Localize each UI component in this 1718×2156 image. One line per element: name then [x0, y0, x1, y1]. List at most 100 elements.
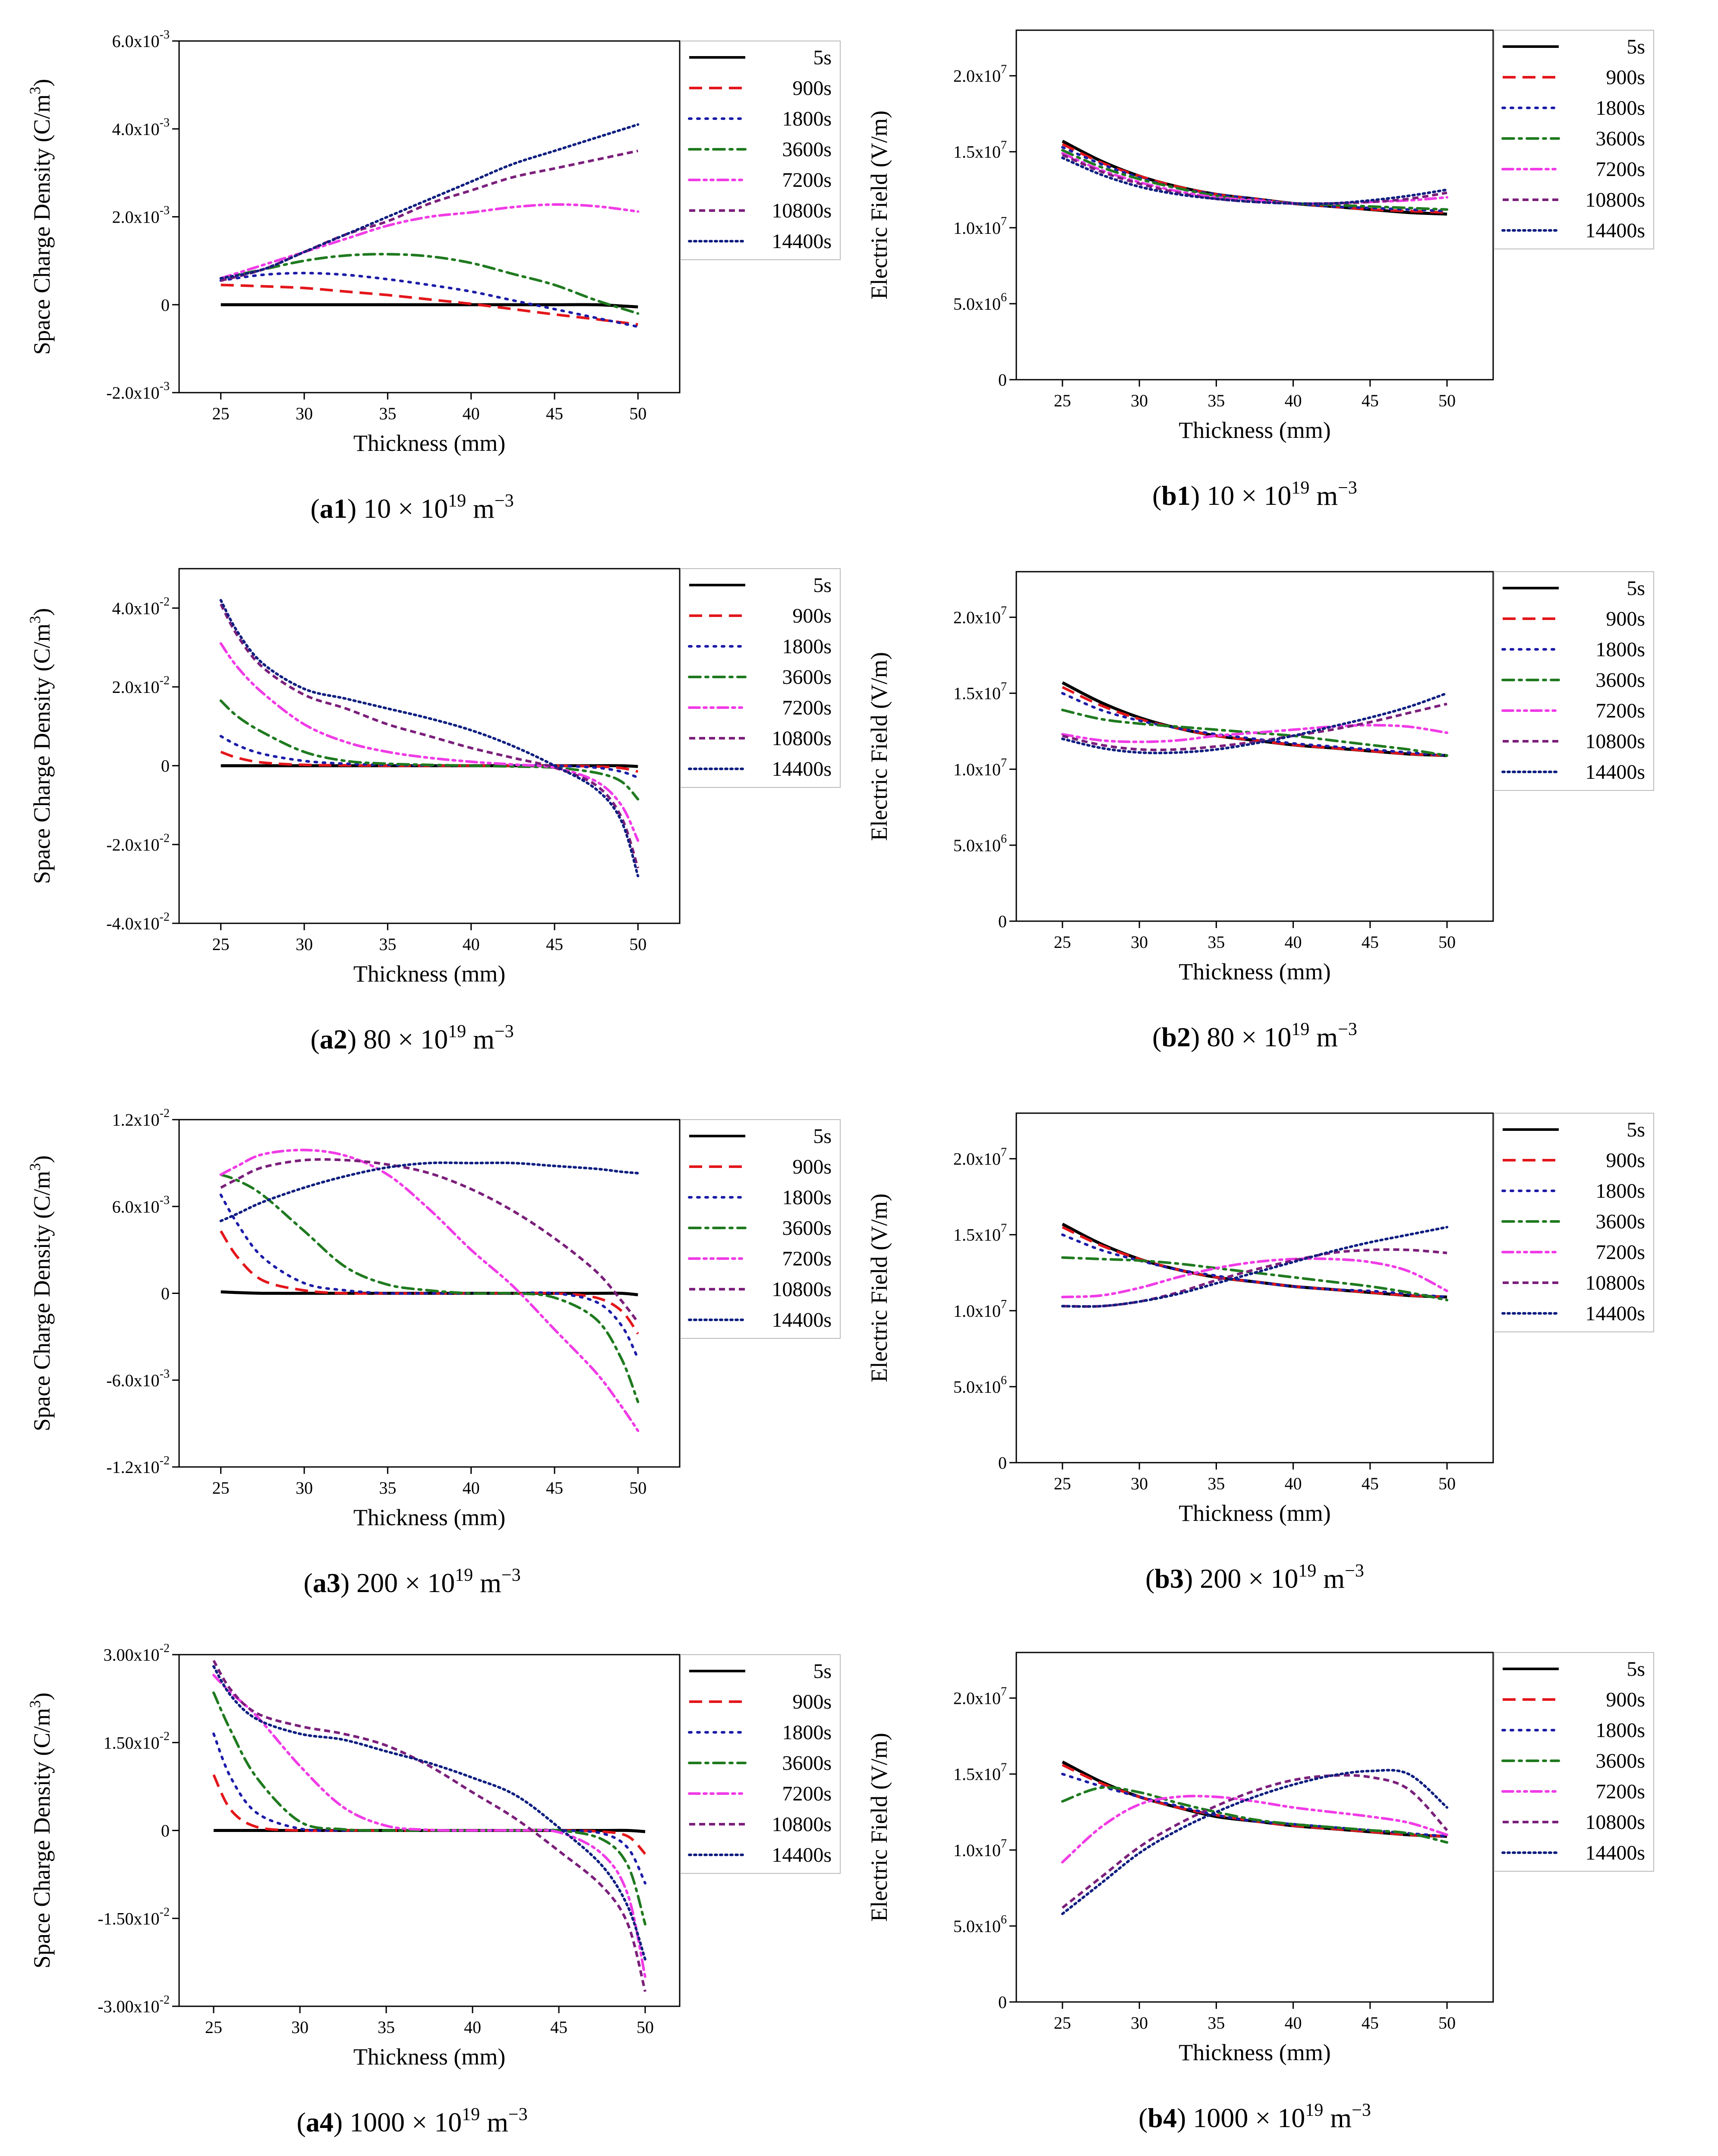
- legend-label-10800s: 10800s: [1585, 730, 1645, 753]
- y-tick-label: 1.0x107: [953, 756, 1007, 779]
- x-tick-label: 50: [1438, 391, 1456, 410]
- y-tick-label: -4.0x10-2: [106, 910, 170, 933]
- legend-label-14400s: 14400s: [772, 230, 832, 253]
- x-tick-label: 30: [291, 2018, 309, 2037]
- legend-label-10800s: 10800s: [772, 1278, 832, 1301]
- panel-caption-a3: (a3) 200 × 1019 m−3: [303, 1565, 520, 1598]
- series-line-10800s: [220, 603, 640, 869]
- plot-frame: [178, 568, 681, 924]
- x-axis-title: Thickness (mm): [1179, 417, 1330, 443]
- plot-frame: [1015, 1112, 1494, 1464]
- y-axis-title: Space Charge Density (C/m3): [26, 1693, 55, 1968]
- legend-label-14400s: 14400s: [1585, 219, 1645, 242]
- legend-label-7200s: 7200s: [1595, 1780, 1645, 1803]
- y-tick-label: 0: [998, 1453, 1007, 1473]
- panel-caption-a1: (a1) 10 × 1019 m−3: [310, 491, 514, 524]
- x-tick-label: 40: [463, 404, 480, 423]
- series-line-10800s: [220, 1158, 639, 1323]
- legend-label-900s: 900s: [1606, 66, 1645, 89]
- x-tick-label: 45: [546, 404, 563, 423]
- legend-label-7200s: 7200s: [782, 169, 832, 192]
- x-tick-label: 30: [296, 404, 313, 423]
- y-tick-label: 1.50x10-2: [104, 1730, 170, 1753]
- x-tick-label: 35: [1207, 391, 1225, 410]
- x-tick-label: 30: [1131, 1474, 1148, 1493]
- y-tick-label: 5.0x106: [953, 832, 1007, 855]
- series-line-1800s: [219, 1193, 640, 1360]
- y-tick-label: 0: [161, 1821, 170, 1841]
- legend-label-3600s: 3600s: [782, 1217, 832, 1240]
- x-tick-label: 50: [629, 404, 646, 423]
- y-axis-title: Space Charge Density (C/m3): [26, 79, 55, 355]
- legend-label-900s: 900s: [792, 604, 832, 627]
- panel-b1: 25 30 35 40 45 50 0 5.0x106 1.0x107 1.5x107 2.0x10…: [866, 29, 1654, 511]
- legend-label-5s: 5s: [813, 46, 832, 69]
- series-group: [219, 1149, 640, 1432]
- y-tick-label: 0: [998, 1992, 1007, 2012]
- y-tick-label: 1.5x107: [953, 139, 1007, 162]
- y-tick-label: 1.5x107: [953, 1761, 1007, 1784]
- plot-frame: [1015, 29, 1494, 381]
- y-tick-label: -6.0x10-3: [106, 1367, 170, 1390]
- y-tick-label: 2.0x107: [953, 604, 1007, 627]
- series-line-10800s: [212, 1660, 646, 1992]
- panel-caption-b1: (b1) 10 × 1019 m−3: [1152, 478, 1357, 511]
- panel-caption-a2: (a2) 80 × 1019 m−3: [310, 1022, 514, 1054]
- legend-label-10800s: 10800s: [1585, 1272, 1645, 1294]
- series-line-900s: [1062, 143, 1447, 214]
- series-line-900s: [221, 283, 638, 326]
- x-tick-label: 45: [546, 935, 563, 954]
- series-line-7200s: [1061, 1794, 1449, 1863]
- series-line-14400s: [219, 123, 640, 280]
- y-tick-label: 5.0x106: [953, 291, 1007, 314]
- y-tick-label: 0: [161, 295, 170, 315]
- y-tick-label: 0: [998, 370, 1007, 390]
- x-tick-label: 25: [205, 2018, 222, 2037]
- x-tick-label: 45: [546, 1478, 563, 1498]
- x-tick-label: 35: [379, 1478, 396, 1498]
- legend-label-3600s: 3600s: [782, 138, 832, 161]
- legend-label-3600s: 3600s: [1595, 669, 1645, 692]
- plot-frame: [1015, 1652, 1494, 2003]
- y-tick-label: 1.0x107: [953, 215, 1007, 238]
- panel-a2: 25 30 35 40 45 50 -4.0x10-2 -2.0x10-2 0 2.0x10-2 4…: [26, 568, 841, 1054]
- x-tick-label: 25: [212, 935, 230, 954]
- legend-label-900s: 900s: [1606, 607, 1645, 630]
- x-axis-title: Thickness (mm): [353, 1504, 505, 1530]
- x-tick-label: 40: [464, 2018, 481, 2037]
- legend-label-7200s: 7200s: [1595, 1241, 1645, 1264]
- legend-label-10800s: 10800s: [772, 1813, 832, 1836]
- y-tick-label: 1.5x107: [953, 680, 1007, 703]
- series-line-7200s: [1061, 1257, 1449, 1299]
- legend-label-5s: 5s: [1627, 1118, 1645, 1141]
- legend-label-7200s: 7200s: [1595, 158, 1645, 181]
- series-line-7200s: [219, 203, 640, 280]
- y-tick-label: 1.2x10-2: [112, 1107, 170, 1130]
- x-tick-label: 35: [379, 404, 396, 423]
- panel-caption-b4: (b4) 1000 × 1019 m−3: [1138, 2100, 1371, 2133]
- y-tick-label: 1.0x107: [953, 1837, 1007, 1860]
- legend-label-3600s: 3600s: [1595, 1750, 1645, 1772]
- series-line-3600s: [219, 253, 640, 315]
- legend-label-10800s: 10800s: [772, 727, 832, 750]
- panel-a4: 25 30 35 40 45 50 -3.00x10-2 -1.50x10-2 0 1.50x10…: [26, 1642, 841, 2137]
- x-tick-label: 40: [1285, 1474, 1302, 1493]
- x-tick-label: 25: [212, 1478, 230, 1498]
- legend-label-1800s: 1800s: [1595, 1180, 1645, 1202]
- y-tick-label: 2.0x10-3: [112, 204, 170, 227]
- x-tick-label: 30: [1131, 391, 1148, 410]
- series-line-7200s: [212, 1674, 646, 1979]
- x-tick-label: 25: [1054, 2013, 1071, 2033]
- y-tick-label: -1.50x10-2: [98, 1905, 170, 1928]
- panel-caption-a4: (a4) 1000 × 1019 m−3: [296, 2105, 527, 2137]
- y-tick-label: 3.00x10-2: [104, 1642, 170, 1665]
- legend-label-5s: 5s: [1627, 35, 1645, 58]
- x-tick-label: 40: [463, 935, 480, 954]
- x-tick-label: 35: [1207, 932, 1225, 952]
- series-line-14400s: [219, 1161, 640, 1222]
- y-tick-label: 0: [161, 1284, 170, 1303]
- x-tick-label: 45: [1362, 2013, 1379, 2033]
- series-line-10800s: [1062, 154, 1447, 205]
- plot-frame: [1015, 571, 1494, 922]
- y-axis-title: Electric Field (V/m): [866, 1193, 892, 1382]
